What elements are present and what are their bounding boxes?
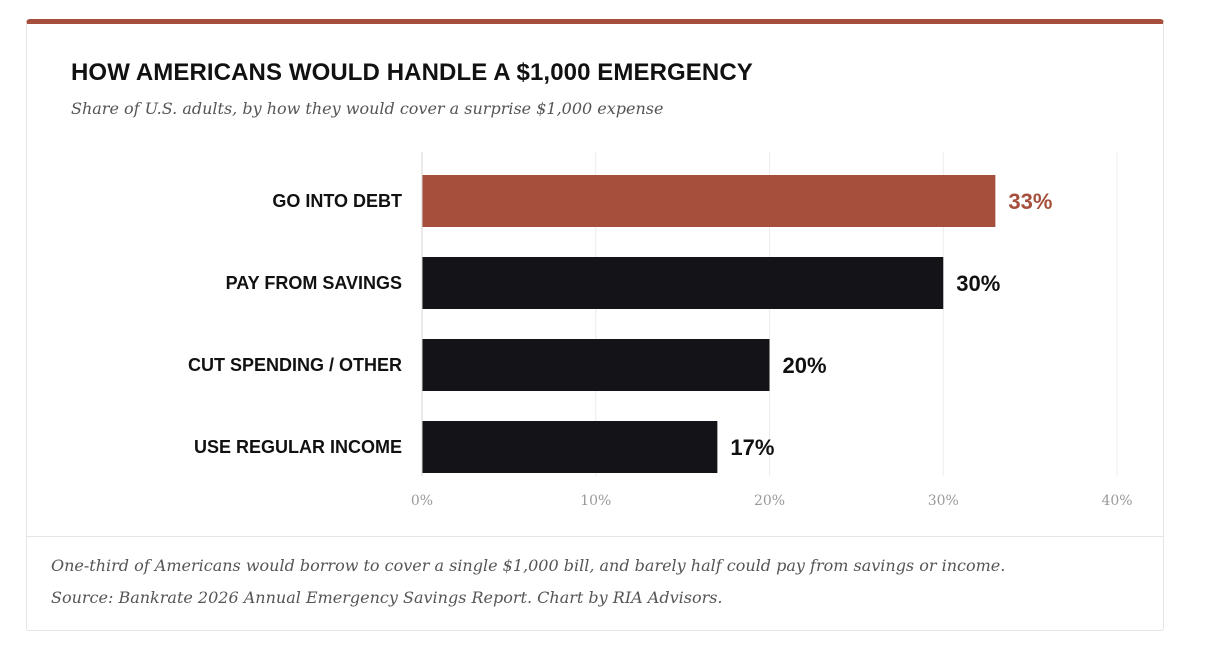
value-label: 17% xyxy=(730,435,774,460)
value-label: 30% xyxy=(956,271,1000,296)
x-tick-label: 10% xyxy=(580,493,611,509)
chart-title: HOW AMERICANS WOULD HANDLE A $1,000 EMER… xyxy=(71,59,753,86)
chart-card: HOW AMERICANS WOULD HANDLE A $1,000 EMER… xyxy=(26,19,1164,631)
category-label: USE REGULAR INCOME xyxy=(194,437,402,457)
chart-subtitle: Share of U.S. adults, by how they would … xyxy=(71,99,664,118)
chart-footnote: One-third of Americans would borrow to c… xyxy=(51,556,1006,575)
value-label: 33% xyxy=(1008,189,1052,214)
x-tick-label: 0% xyxy=(411,493,433,509)
bar-chart: 0% 10% 20% 30% 40% GO INTO DEBT 33% PAY FROM SA… xyxy=(188,152,1133,509)
category-label: PAY FROM SAVINGS xyxy=(226,273,402,293)
footer-divider xyxy=(27,536,1163,537)
x-tick-label: 30% xyxy=(928,493,959,509)
x-tick-label: 40% xyxy=(1101,493,1132,509)
x-tick-label: 20% xyxy=(754,493,785,509)
value-label: 20% xyxy=(783,353,827,378)
bar xyxy=(422,339,770,391)
bar xyxy=(422,175,996,227)
bar xyxy=(422,257,944,309)
bar xyxy=(422,421,718,473)
category-label: CUT SPENDING / OTHER xyxy=(188,355,402,375)
chart-source: Source: Bankrate 2026 Annual Emergency S… xyxy=(51,588,723,607)
category-label: GO INTO DEBT xyxy=(272,191,402,211)
